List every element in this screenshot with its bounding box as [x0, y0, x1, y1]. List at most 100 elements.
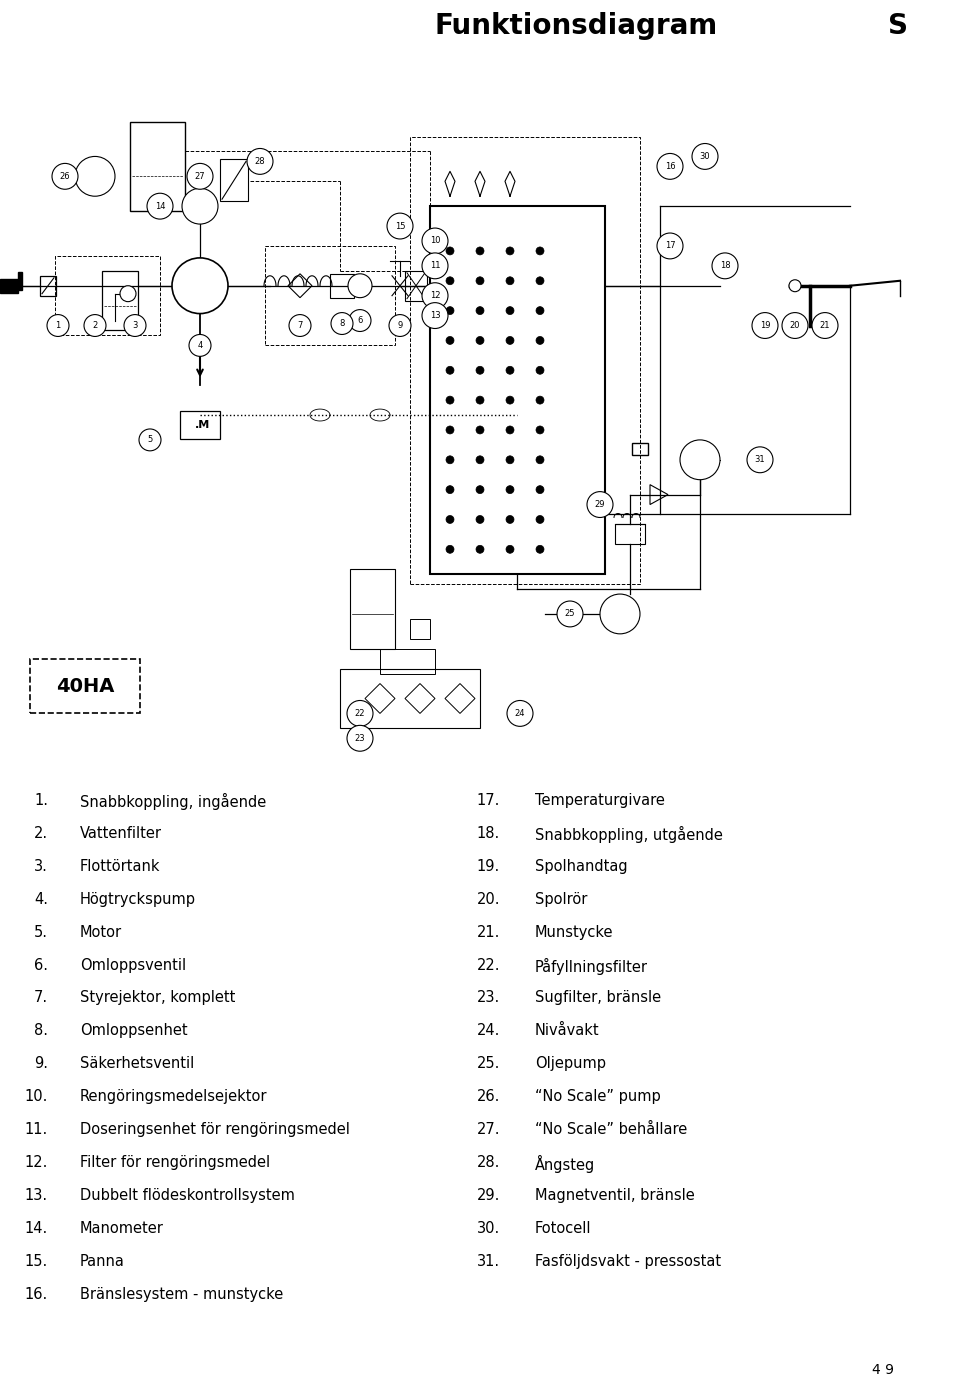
Text: 25: 25 [564, 609, 575, 619]
Bar [350, 569, 395, 649]
Text: 25.: 25. [476, 1056, 500, 1071]
Circle shape [587, 491, 613, 518]
Text: 13.: 13. [25, 1187, 48, 1203]
Bar [40, 275, 56, 296]
Text: 31.: 31. [477, 1254, 500, 1269]
Circle shape [331, 313, 353, 335]
Text: 23.: 23. [477, 991, 500, 1005]
Circle shape [387, 213, 413, 239]
Text: 6: 6 [357, 316, 363, 325]
Text: Funktionsdiagram: Funktionsdiagram [434, 12, 718, 40]
Text: 23: 23 [354, 734, 366, 743]
Bar [265, 246, 395, 346]
Text: 10: 10 [430, 237, 441, 245]
Text: 20.: 20. [476, 891, 500, 907]
Text: 26.: 26. [476, 1089, 500, 1104]
Text: 22.: 22. [476, 958, 500, 973]
Circle shape [507, 700, 533, 727]
Circle shape [422, 228, 448, 253]
Circle shape [47, 314, 69, 336]
Text: Oljepump: Oljepump [535, 1056, 606, 1071]
Bar [410, 619, 430, 639]
Circle shape [147, 194, 173, 219]
Circle shape [476, 426, 484, 435]
Circle shape [782, 313, 808, 339]
Text: Panna: Panna [80, 1254, 125, 1269]
Circle shape [536, 307, 544, 314]
Text: 19: 19 [759, 321, 770, 329]
Text: Nivåvakt: Nivåvakt [535, 1023, 600, 1038]
Circle shape [536, 545, 544, 554]
Text: 12.: 12. [25, 1154, 48, 1169]
Text: 18: 18 [720, 262, 731, 270]
Text: 21.: 21. [476, 925, 500, 940]
Text: Spolrör: Spolrör [535, 891, 588, 907]
Text: 6.: 6. [34, 958, 48, 973]
Circle shape [536, 396, 544, 404]
Circle shape [506, 277, 514, 285]
Circle shape [506, 515, 514, 523]
Circle shape [446, 545, 454, 554]
Polygon shape [365, 684, 395, 713]
Circle shape [600, 594, 640, 634]
Circle shape [506, 396, 514, 404]
Text: Bränslesystem - munstycke: Bränslesystem - munstycke [80, 1287, 283, 1301]
Text: Temperaturgivare: Temperaturgivare [535, 793, 665, 808]
Circle shape [84, 314, 106, 336]
Polygon shape [288, 274, 312, 298]
Text: 24.: 24. [476, 1023, 500, 1038]
Text: Snabbkoppling, utgående: Snabbkoppling, utgående [535, 826, 723, 843]
Text: 10.: 10. [25, 1089, 48, 1104]
Text: 27.: 27. [476, 1122, 500, 1138]
Circle shape [536, 486, 544, 494]
Text: 16.: 16. [25, 1287, 48, 1301]
Circle shape [506, 486, 514, 494]
Circle shape [446, 246, 454, 255]
Bar [410, 137, 640, 584]
Circle shape [446, 336, 454, 345]
Circle shape [446, 367, 454, 374]
Text: 12: 12 [430, 291, 441, 300]
Text: 3.: 3. [35, 859, 48, 873]
Bar [130, 122, 185, 212]
Circle shape [506, 367, 514, 374]
Bar [430, 206, 605, 574]
Text: Flottörtank: Flottörtank [80, 859, 160, 873]
Text: 22: 22 [355, 709, 365, 718]
Bar [220, 159, 248, 201]
Polygon shape [0, 271, 22, 292]
Circle shape [446, 515, 454, 523]
Bar [405, 271, 427, 300]
Text: “No Scale” pump: “No Scale” pump [535, 1089, 660, 1104]
Text: 7.: 7. [34, 991, 48, 1005]
Text: Manometer: Manometer [80, 1221, 164, 1236]
Circle shape [139, 429, 161, 451]
Polygon shape [445, 684, 475, 713]
Text: 28: 28 [254, 156, 265, 166]
Circle shape [536, 455, 544, 464]
Text: 5.: 5. [34, 925, 48, 940]
Text: 4.: 4. [34, 891, 48, 907]
Text: 1: 1 [56, 321, 60, 329]
Text: 19.: 19. [477, 859, 500, 873]
Circle shape [52, 163, 78, 190]
Text: 30: 30 [700, 152, 710, 161]
Circle shape [389, 314, 411, 336]
Text: Fasföljdsvakt - pressostat: Fasföljdsvakt - pressostat [535, 1254, 721, 1269]
Text: Säkerhetsventil: Säkerhetsventil [80, 1056, 194, 1071]
Text: 14.: 14. [25, 1221, 48, 1236]
Circle shape [348, 274, 372, 298]
Text: 29: 29 [595, 500, 605, 509]
Polygon shape [650, 484, 668, 505]
Circle shape [476, 307, 484, 314]
Circle shape [187, 163, 213, 190]
Circle shape [506, 307, 514, 314]
Circle shape [536, 336, 544, 345]
Circle shape [446, 307, 454, 314]
Text: Magnetventil, bränsle: Magnetventil, bränsle [535, 1187, 695, 1203]
Circle shape [347, 700, 373, 727]
Text: Sugfilter, bränsle: Sugfilter, bränsle [535, 991, 661, 1005]
Text: 4: 4 [198, 340, 203, 350]
Bar [330, 274, 354, 298]
Text: Fotocell: Fotocell [535, 1221, 591, 1236]
